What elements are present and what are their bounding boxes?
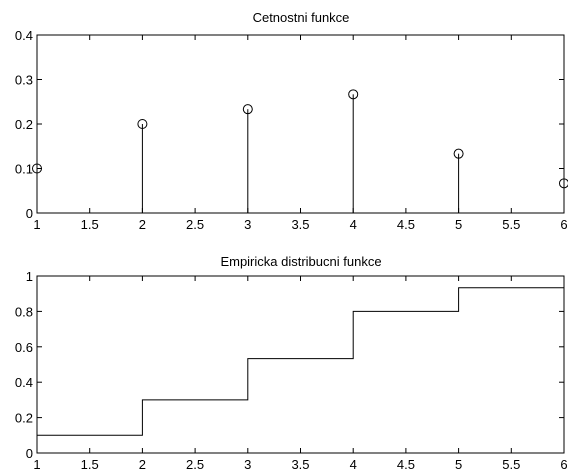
y-tick-label: 0.4 bbox=[15, 28, 33, 43]
stem-marker bbox=[559, 178, 568, 189]
x-tick-label: 1.5 bbox=[81, 217, 99, 232]
y-tick-label: 0.2 bbox=[15, 411, 33, 426]
stem-marker bbox=[453, 148, 464, 159]
x-tick-label: 5 bbox=[455, 217, 462, 232]
x-tick-label: 4.5 bbox=[397, 217, 415, 232]
x-tick-label: 3 bbox=[244, 217, 251, 232]
x-tick-label: 4 bbox=[350, 457, 357, 472]
y-tick-label: 0.8 bbox=[15, 304, 33, 319]
y-tick-label: 0.6 bbox=[15, 340, 33, 355]
x-tick-label: 4.5 bbox=[397, 457, 415, 472]
y-tick-label: 0.4 bbox=[15, 375, 33, 390]
x-tick-label: 3 bbox=[244, 457, 251, 472]
x-tick-label: 6 bbox=[560, 217, 567, 232]
axes-box bbox=[36, 34, 565, 214]
chart-title: Empiricka distribucni funkce bbox=[220, 254, 381, 269]
x-tick-label: 1 bbox=[33, 457, 40, 472]
step-series-line bbox=[37, 287, 564, 436]
x-tick-label: 5.5 bbox=[502, 217, 520, 232]
stem-marker bbox=[137, 119, 148, 129]
x-tick-label: 1.5 bbox=[81, 457, 99, 472]
x-tick-label: 6 bbox=[560, 457, 567, 472]
stem-plot-cetnostni: Cetnostni funkce 1 1.5 2 2.5 3 3.5 4 4.5 5 5.5 6 0 0… bbox=[15, 10, 568, 232]
y-tick-label: 0 bbox=[26, 206, 33, 221]
chart-title: Cetnostni funkce bbox=[253, 10, 350, 25]
x-tick-label: 3.5 bbox=[291, 457, 309, 472]
x-tick-label: 1 bbox=[33, 217, 40, 232]
step-plot-distribucni: Empiricka distribucni funkce 1 1.5 2 2.5 3 3.… bbox=[15, 254, 568, 472]
stem-marker bbox=[242, 104, 253, 115]
x-tick-label: 4 bbox=[350, 217, 357, 232]
y-tick-label: 0.3 bbox=[15, 73, 33, 88]
y-tick-label: 0.1 bbox=[15, 162, 33, 177]
stem-marker bbox=[348, 89, 359, 100]
y-tick-label: 0.2 bbox=[15, 117, 33, 132]
x-tick-label: 3.5 bbox=[291, 217, 309, 232]
stem-marker bbox=[32, 163, 42, 174]
x-tick-label: 2 bbox=[139, 217, 146, 232]
x-tick-label: 5.5 bbox=[502, 457, 520, 472]
x-tick-label: 5 bbox=[455, 457, 462, 472]
y-tick-label: 0 bbox=[26, 446, 33, 461]
x-tick-label: 2 bbox=[139, 457, 146, 472]
x-tick-label: 2.5 bbox=[186, 217, 204, 232]
x-tick-label: 2.5 bbox=[186, 457, 204, 472]
axes-box bbox=[36, 275, 565, 454]
y-tick-label: 1 bbox=[26, 269, 33, 284]
